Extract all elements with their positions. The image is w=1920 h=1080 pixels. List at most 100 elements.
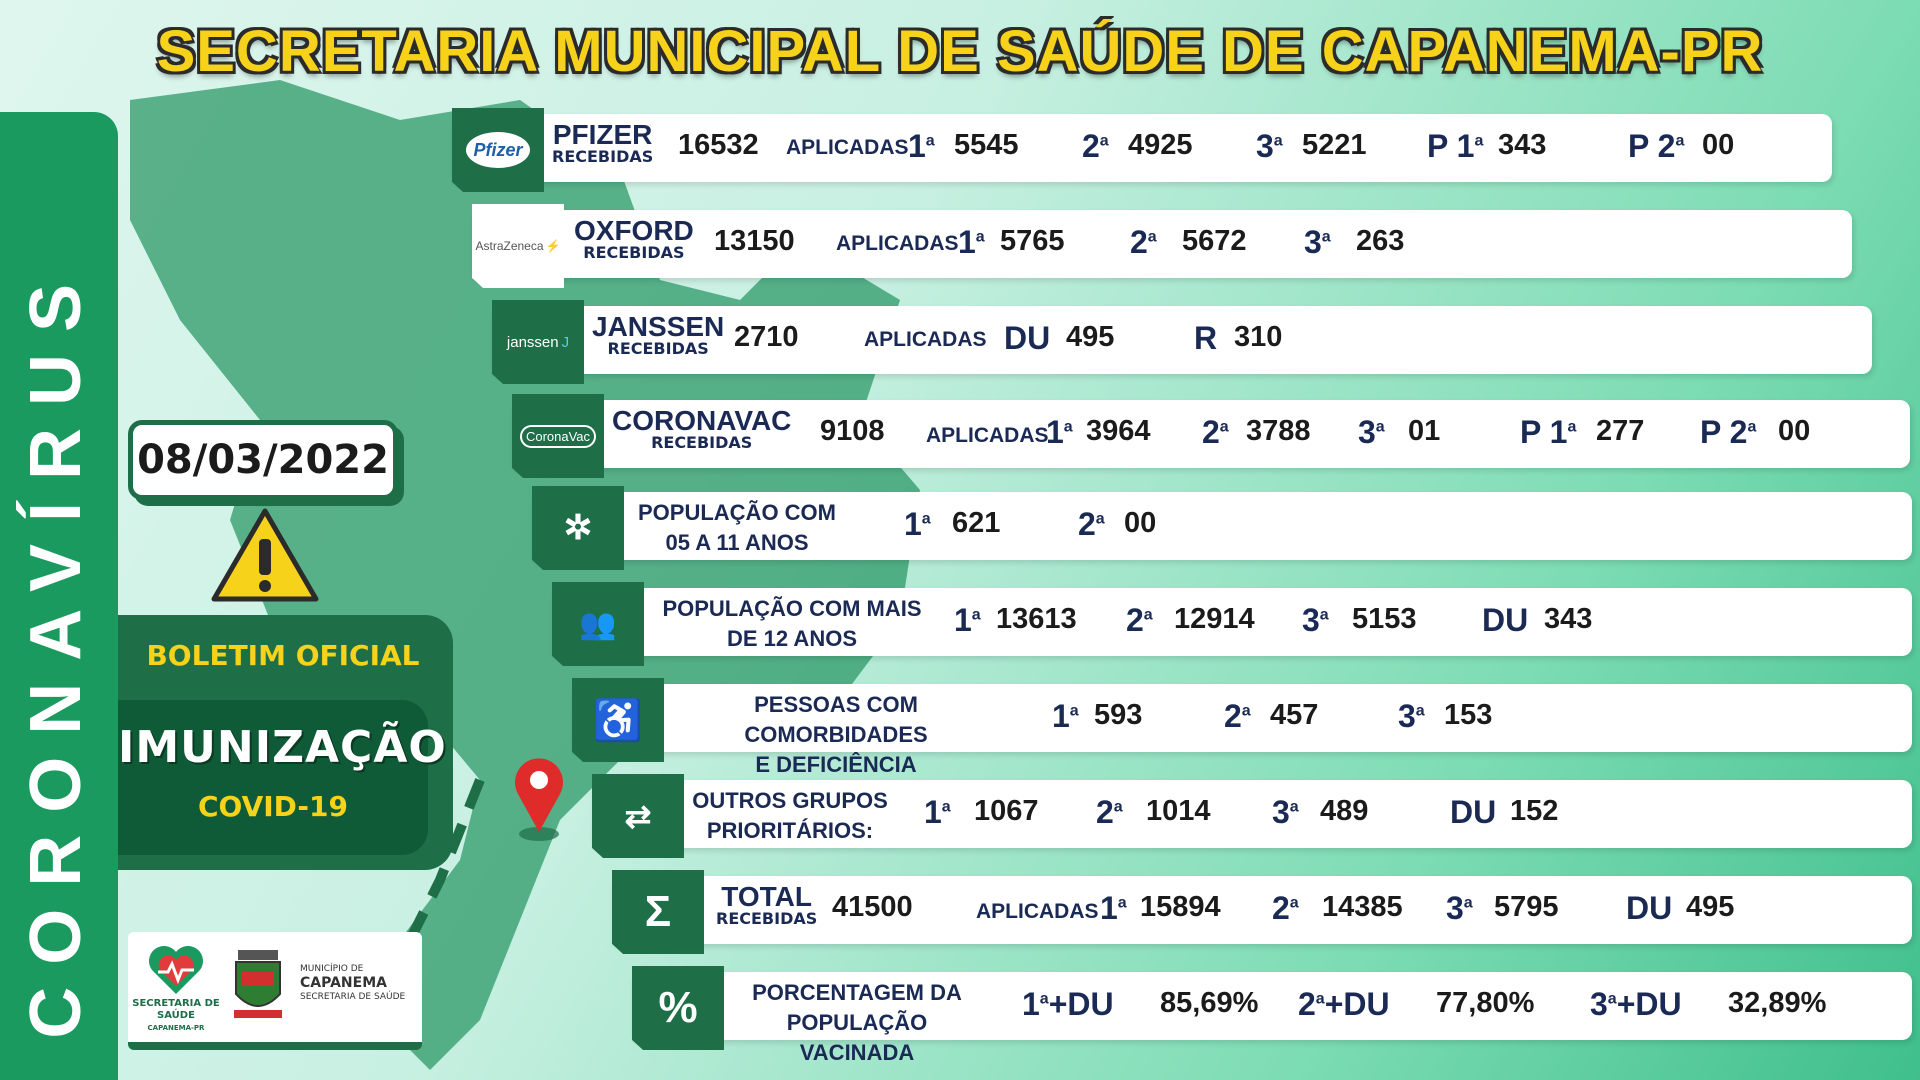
adults-dose3-value: 5153 [1352, 603, 1417, 635]
total-aplicadas-label: APLICADAS [976, 900, 1099, 923]
bulletin-inner: IMUNIZAÇÃO COVID-19 [118, 700, 447, 855]
oxford-recebidas-label: RECEBIDAS [583, 243, 685, 263]
coronavac-dose3-label-num: 3 [1358, 414, 1376, 450]
sidebar-band: CORONAVÍRUS [0, 112, 118, 1080]
coronavac-dose1-label-sup: a [1063, 418, 1073, 436]
comorb-dose3-label: 3a [1398, 698, 1425, 735]
oxford-name: OXFORD [574, 215, 694, 246]
oxford-dose3-value: 263 [1356, 225, 1405, 257]
coronavac-dose2-label-num: 2 [1202, 414, 1220, 450]
coronavac-p2-label: P 2a [1700, 414, 1756, 451]
coronavac-aplicadas-label: APLICADAS [926, 424, 1049, 447]
total-dose1-value: 15894 [1140, 891, 1221, 923]
total-du-value: 495 [1686, 891, 1735, 923]
saude-logo-label: SECRETARIA DE SAÚDE [132, 998, 220, 1021]
outros-dose2-label-sup: a [1113, 798, 1123, 816]
outros-dose1-label: 1a [924, 794, 951, 831]
percent-2du-label: 2a+DU [1298, 986, 1390, 1023]
coronavac-recebidas-label: RECEBIDAS [651, 433, 753, 453]
pfizer-aplicadas-label: APLICADAS [786, 136, 909, 159]
wheelchair-icon: ♿ [572, 678, 664, 762]
children-group-icon: ✲ [532, 486, 624, 570]
comorb-dose3-label-sup: a [1415, 702, 1425, 720]
percent-1du-num: 1 [1022, 986, 1040, 1022]
janssen-name-block: JANSSEN RECEBIDAS [592, 312, 724, 358]
percent-1du-sup: a [1039, 990, 1049, 1008]
adults-du-label: DU [1482, 602, 1529, 638]
comorb-dose2-label: 2a [1224, 698, 1251, 735]
coronavac-name-block: CORONAVAC RECEBIDAS [612, 406, 791, 452]
coronavac-dose2-value: 3788 [1246, 415, 1311, 447]
pfizer-p2-label-num: P 2 [1628, 128, 1676, 164]
pfizer-p2-value: 00 [1702, 129, 1735, 161]
percent-1du-suffix: +DU [1048, 986, 1114, 1022]
pfizer-p2-label: P 2a [1628, 128, 1684, 165]
comorb-dose1-label-num: 1 [1052, 698, 1070, 734]
outros-dose3-label: 3a [1272, 794, 1299, 831]
total-name: TOTAL [721, 881, 812, 912]
outros-dose2-value: 1014 [1146, 795, 1211, 827]
percent-3du-label: 3a+DU [1590, 986, 1682, 1023]
logos-panel: SECRETARIA DE SAÚDE CAPANEMA-PR MUNICÍPI… [128, 932, 422, 1050]
row-janssen: janssen J JANSSEN RECEBIDAS 2710 APLICADA… [492, 300, 1872, 384]
pfizer-dose2-label-sup: a [1099, 132, 1109, 150]
oxford-dose2-label-sup: a [1147, 228, 1157, 246]
outros-label-line2: PRIORITÁRIOS: [706, 818, 874, 843]
percent-label: PORCENTAGEM DA POPULAÇÃO VACINADA [732, 978, 982, 1068]
city-logo-municipio: MUNICÍPIO DE [300, 964, 364, 974]
adults-dose3-label: 3a [1302, 602, 1329, 639]
adults-dose3-label-num: 3 [1302, 602, 1320, 638]
percent-3du-num: 3 [1590, 986, 1608, 1022]
kids-dose2-label-sup: a [1095, 510, 1105, 528]
oxford-received-value: 13150 [714, 225, 795, 257]
coronavac-logo-icon: CoronaVac [512, 394, 604, 478]
adults-dose3-label-sup: a [1319, 606, 1329, 624]
outros-dose2-label-num: 2 [1096, 794, 1114, 830]
coronavac-p1-value: 277 [1596, 415, 1645, 447]
janssen-r-value: 310 [1234, 321, 1283, 353]
adults-label-line1: POPULAÇÃO COM MAIS [662, 596, 922, 621]
comorb-dose1-label: 1a [1052, 698, 1079, 735]
total-dose3-label-sup: a [1463, 894, 1473, 912]
coronavac-dose1-label-num: 1 [1046, 414, 1064, 450]
row-comorbidities: ♿ PESSOAS COM COMORBIDADES E DEFICIÊNCIA… [572, 678, 1912, 807]
comorb-dose2-value: 457 [1270, 699, 1319, 731]
coronavac-dose2-label: 2a [1202, 414, 1229, 451]
row-pfizer: Pfizer PFIZER RECEBIDAS 16532 APLICADAS … [452, 108, 1832, 192]
outros-dose3-label-sup: a [1289, 798, 1299, 816]
percent-1du-label: 1a+DU [1022, 986, 1114, 1023]
bulletin-label: BOLETIM OFICIAL [146, 639, 420, 672]
janssen-logo-icon: janssen J [492, 300, 584, 384]
sidebar-label: CORONAVÍRUS [16, 262, 96, 1039]
comorb-dose2-label-sup: a [1241, 702, 1251, 720]
row-coronavac: CoronaVac CORONAVAC RECEBIDAS 9108 APLIC… [512, 394, 1910, 478]
page-title: SECRETARIA MUNICIPAL DE SAÚDE DE CAPANEM… [156, 19, 1764, 84]
janssen-r-label: R [1194, 320, 1218, 356]
coronavac-p2-label-num: P 2 [1700, 414, 1748, 450]
total-dose2-value: 14385 [1322, 891, 1403, 923]
pfizer-name: PFIZER [552, 119, 653, 150]
janssen-aplicadas-label: APLICADAS [864, 328, 987, 351]
total-du-label: DU [1626, 890, 1673, 926]
sigma-icon: Σ [612, 870, 704, 954]
outros-du-label: DU [1450, 794, 1497, 830]
pfizer-received-value: 16532 [678, 129, 759, 161]
coronavac-logo-text: CoronaVac [519, 424, 597, 448]
coronavac-p1-label-sup: a [1567, 418, 1577, 436]
percent-1du-value: 85,69% [1160, 987, 1259, 1019]
adults-dose2-value: 12914 [1174, 603, 1255, 635]
coronavac-dose3-label: 3a [1358, 414, 1385, 451]
oxford-dose3-label: 3a [1304, 224, 1331, 261]
pfizer-recebidas-label: RECEBIDAS [552, 147, 654, 167]
row-percent-vaccinated: % PORCENTAGEM DA POPULAÇÃO VACINADA 1a+D… [632, 966, 1912, 1065]
outros-dose1-value: 1067 [974, 795, 1039, 827]
comorb-dose1-value: 593 [1094, 699, 1143, 731]
city-logo-secretaria: SECRETARIA DE SAÚDE [300, 992, 406, 1002]
kids-dose2-label: 2a [1078, 506, 1105, 543]
percent-2du-value: 77,80% [1436, 987, 1535, 1019]
janssen-du-value: 495 [1066, 321, 1115, 353]
bulletin-title: IMUNIZAÇÃO [118, 722, 447, 773]
percent-2du-sup: a [1315, 990, 1325, 1008]
pfizer-dose3-label: 3a [1256, 128, 1283, 165]
percent-label-line1: PORCENTAGEM DA [752, 980, 962, 1005]
